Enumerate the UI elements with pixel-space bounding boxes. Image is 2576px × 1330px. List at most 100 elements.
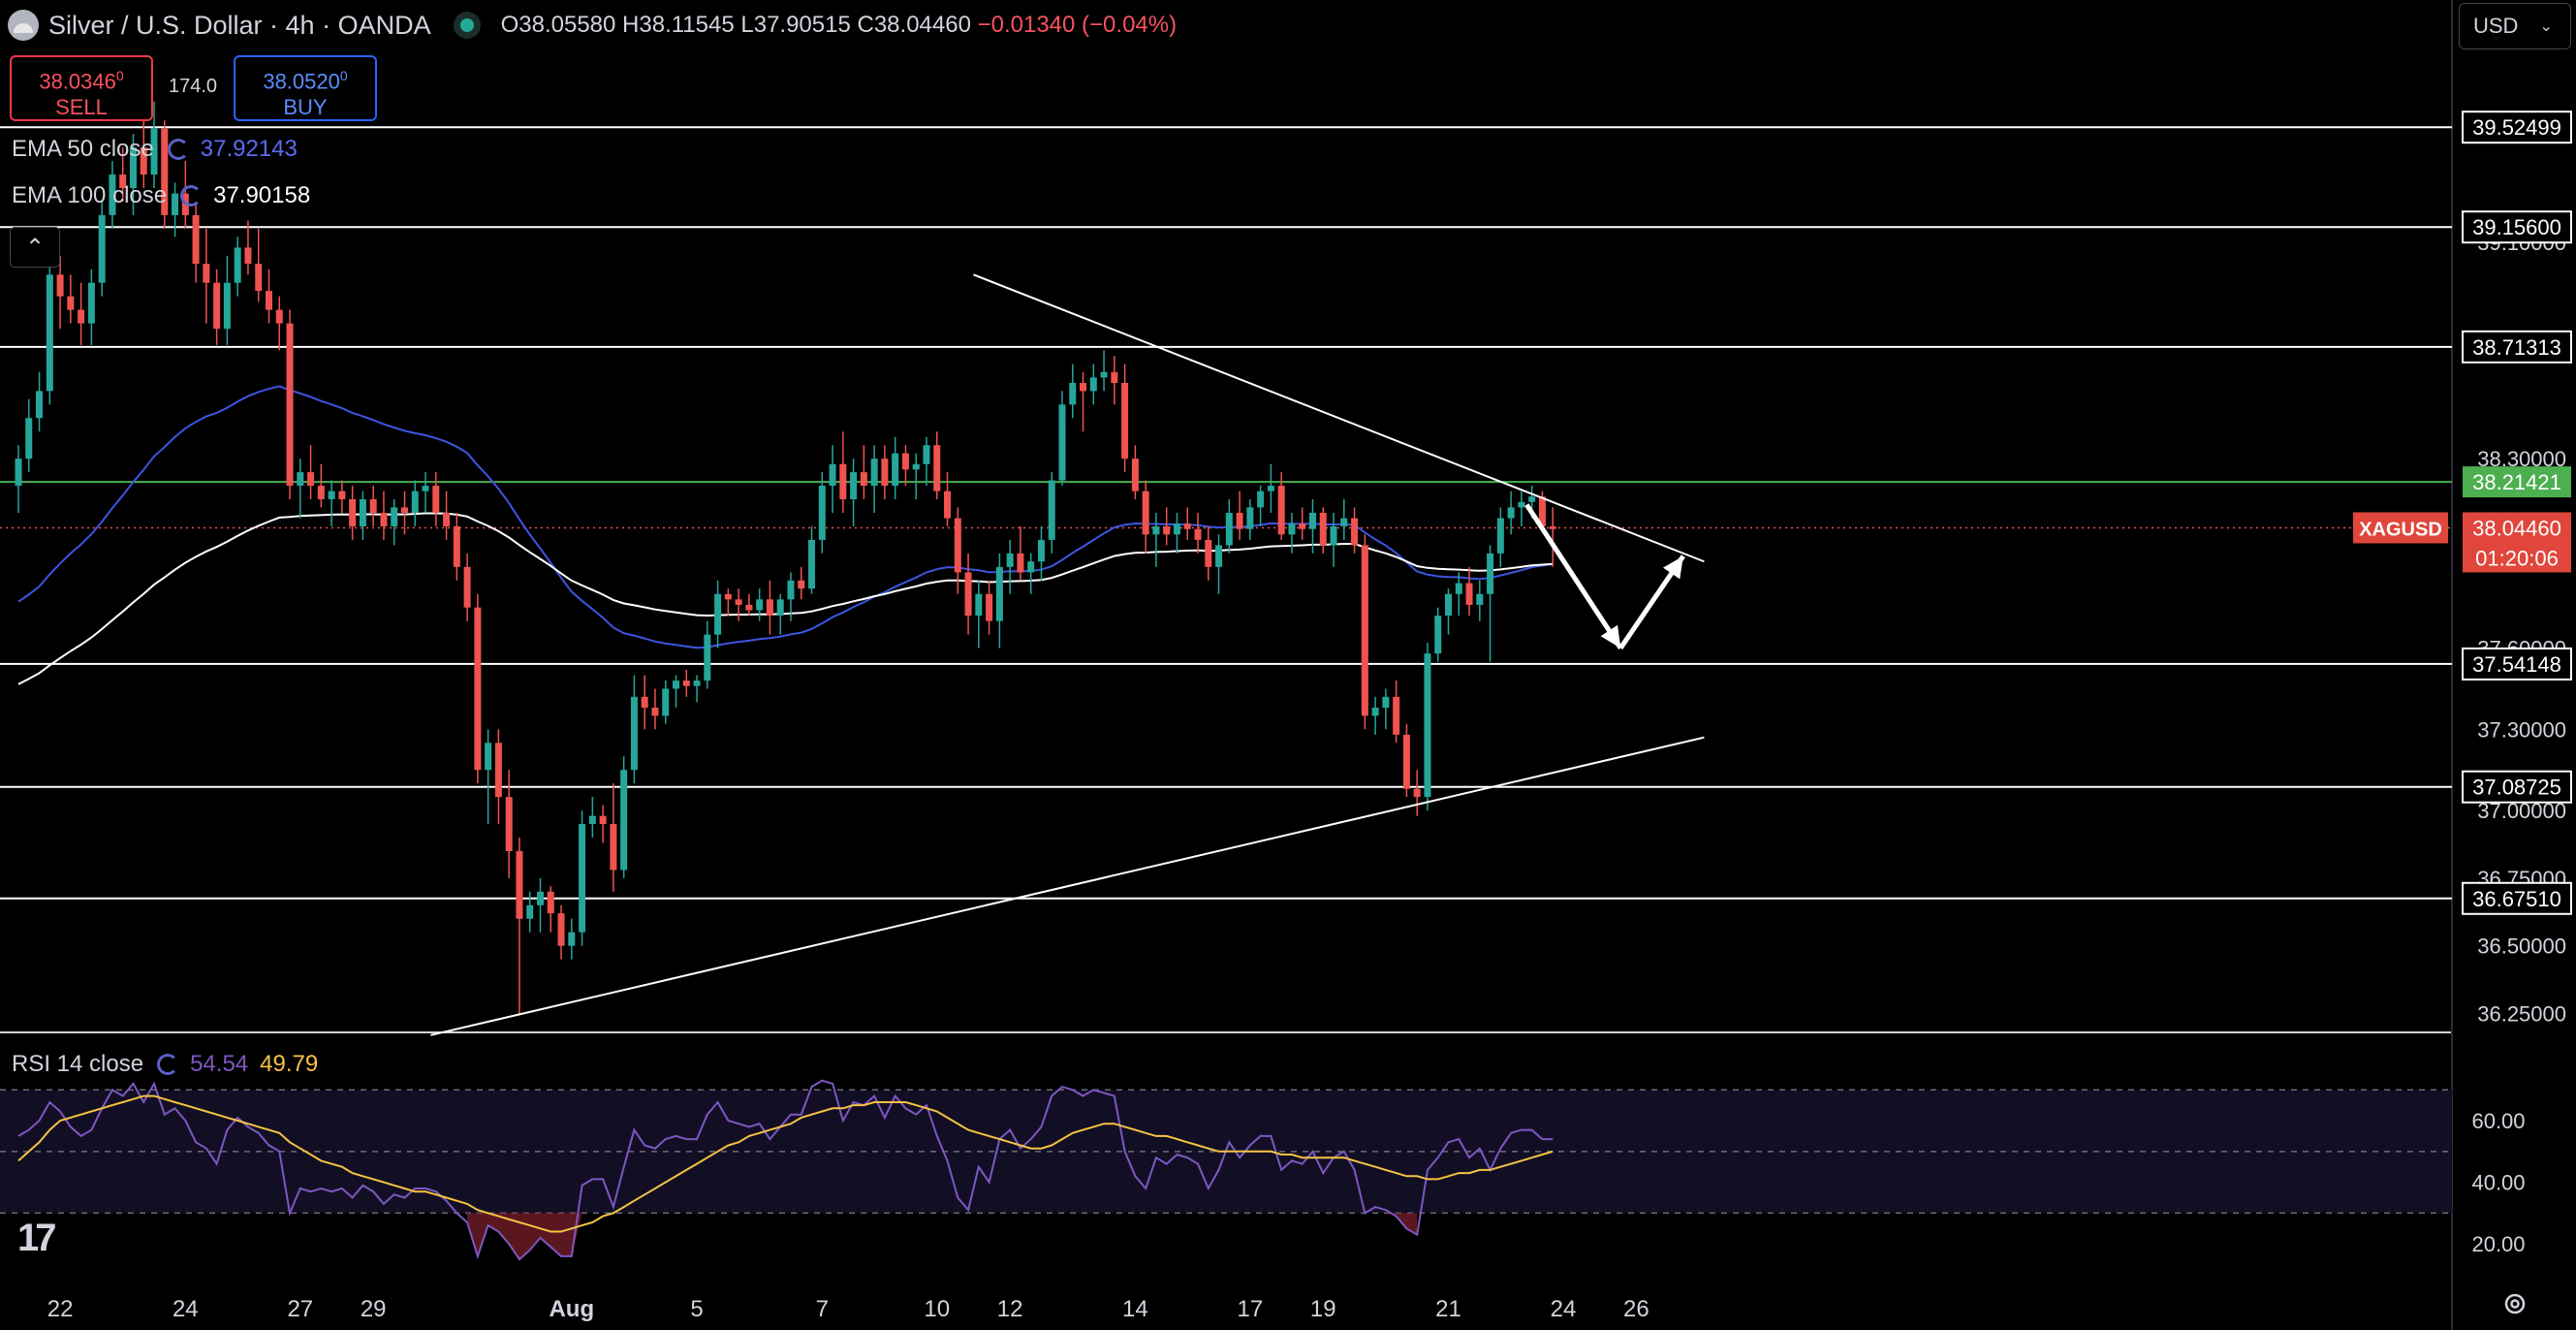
candle-body bbox=[599, 815, 607, 825]
candle-body bbox=[1371, 708, 1379, 716]
low-value: L37.90515 bbox=[740, 12, 851, 38]
candle-body bbox=[1487, 553, 1494, 594]
candle-body bbox=[453, 525, 460, 567]
candle-body bbox=[78, 309, 85, 324]
candle-body bbox=[651, 708, 659, 716]
candle-body bbox=[579, 824, 586, 933]
candle-body bbox=[1142, 491, 1149, 535]
candle-body bbox=[756, 599, 764, 611]
ema50-settings-icon[interactable] bbox=[167, 139, 189, 160]
candle-body bbox=[1236, 513, 1243, 529]
candle-body bbox=[400, 507, 408, 513]
candle-body bbox=[1163, 525, 1171, 535]
ema100-legend[interactable]: EMA 100 close 37.90158 bbox=[12, 182, 310, 209]
candle-body bbox=[1205, 539, 1212, 567]
candle-body bbox=[286, 323, 294, 487]
candle-body bbox=[349, 499, 357, 526]
high-value: H38.11545 bbox=[622, 12, 735, 38]
candle-body bbox=[1037, 539, 1045, 562]
candle-body bbox=[1131, 459, 1139, 491]
candle-body bbox=[1100, 371, 1108, 378]
candle-body bbox=[109, 174, 116, 215]
candle-body bbox=[870, 459, 878, 487]
candle-body bbox=[568, 932, 576, 946]
x-tick-label: 29 bbox=[361, 1296, 387, 1322]
level-label: 36.67510 bbox=[2472, 887, 2561, 911]
horizontal-levels bbox=[0, 0, 2453, 1330]
candle-body bbox=[1424, 653, 1431, 798]
level-label: 37.54148 bbox=[2472, 652, 2561, 677]
buy-price: 38.0520 bbox=[263, 69, 340, 94]
settings-gear-icon[interactable] bbox=[2500, 1289, 2529, 1318]
projection-arrowhead bbox=[1663, 555, 1683, 580]
x-tick-label: 10 bbox=[924, 1296, 950, 1322]
x-tick-label: 14 bbox=[1122, 1296, 1148, 1322]
candle-body bbox=[630, 696, 638, 771]
current-price-box bbox=[2463, 512, 2571, 573]
price-axis: 39.1000038.3000037.6000037.3000037.00000… bbox=[2353, 111, 2572, 1026]
candle-body bbox=[776, 599, 784, 617]
x-tick-label: 24 bbox=[1551, 1296, 1577, 1322]
ohlc-values: O38.05580 H38.11545 L37.90515 C38.04460 … bbox=[501, 12, 1178, 39]
candle-body bbox=[1215, 545, 1223, 567]
candle-body bbox=[1413, 788, 1421, 798]
candle-body bbox=[485, 743, 492, 771]
candle-body bbox=[474, 607, 482, 771]
projection-arrowhead bbox=[1600, 624, 1621, 649]
candle-body bbox=[140, 147, 147, 175]
ema50-line bbox=[17, 385, 1554, 649]
candle-body bbox=[1194, 528, 1202, 540]
level-label: 39.15600 bbox=[2472, 215, 2561, 239]
candle-body bbox=[1507, 507, 1515, 519]
candle-body bbox=[818, 486, 826, 540]
sell-button[interactable]: 38.03460 SELL bbox=[10, 55, 153, 121]
candle-body bbox=[15, 459, 22, 487]
symbol-title[interactable]: Silver / U.S. Dollar · 4h · OANDA bbox=[48, 10, 431, 40]
sell-price: 38.0346 bbox=[39, 69, 116, 94]
candle-body bbox=[557, 913, 565, 946]
candle-body bbox=[1455, 583, 1462, 594]
rsi-line bbox=[17, 1079, 1554, 1261]
collapse-legend-button[interactable]: ⌃ bbox=[10, 227, 60, 268]
symbol-tag-box bbox=[2353, 512, 2448, 544]
candle-body bbox=[505, 797, 513, 851]
candle-body bbox=[954, 518, 961, 573]
candle-body bbox=[1538, 496, 1546, 526]
buy-button[interactable]: 38.05200 BUY bbox=[234, 55, 377, 121]
candle-body bbox=[328, 491, 335, 500]
level-label: 38.71313 bbox=[2472, 335, 2561, 360]
candle-body bbox=[662, 688, 670, 716]
candle-body bbox=[119, 174, 127, 188]
candle-body bbox=[1476, 593, 1484, 605]
candle-body bbox=[317, 486, 325, 500]
candle-body bbox=[1069, 383, 1077, 405]
candle-body bbox=[1528, 496, 1536, 502]
currency-select[interactable]: USD ⌄ bbox=[2459, 3, 2571, 49]
projection-arrow bbox=[1524, 503, 1623, 649]
candle-body bbox=[735, 599, 742, 605]
ema50-legend[interactable]: EMA 50 close 37.92143 bbox=[12, 136, 298, 163]
level-label-box bbox=[2462, 647, 2572, 681]
candle-body bbox=[265, 291, 272, 310]
rsi-legend[interactable]: RSI 14 close 54.54 49.79 bbox=[12, 1051, 318, 1078]
x-tick-label: 5 bbox=[690, 1296, 703, 1322]
rsi-pane: 60.00 40.00 20.00 bbox=[0, 1079, 2526, 1261]
rsi-settings-icon[interactable] bbox=[157, 1054, 179, 1075]
buy-price-sup: 0 bbox=[339, 68, 348, 83]
x-tick-label: 26 bbox=[1623, 1296, 1649, 1322]
ema50-label: EMA 50 close bbox=[12, 136, 154, 162]
candle-body bbox=[1027, 561, 1035, 573]
candle-body bbox=[391, 507, 398, 526]
tradingview-logo-icon: 17 bbox=[17, 1217, 56, 1259]
candle-body bbox=[724, 593, 732, 600]
candle-body bbox=[1048, 480, 1055, 540]
candle-body bbox=[829, 463, 836, 487]
green-level-label: 38.21421 bbox=[2472, 470, 2561, 494]
level-label-box bbox=[2462, 111, 2572, 144]
open-value: O38.05580 bbox=[500, 12, 616, 38]
candle-body bbox=[964, 572, 972, 617]
candle-body bbox=[1058, 404, 1066, 481]
ema100-settings-icon[interactable] bbox=[180, 185, 203, 206]
sell-price-sup: 0 bbox=[115, 68, 124, 83]
